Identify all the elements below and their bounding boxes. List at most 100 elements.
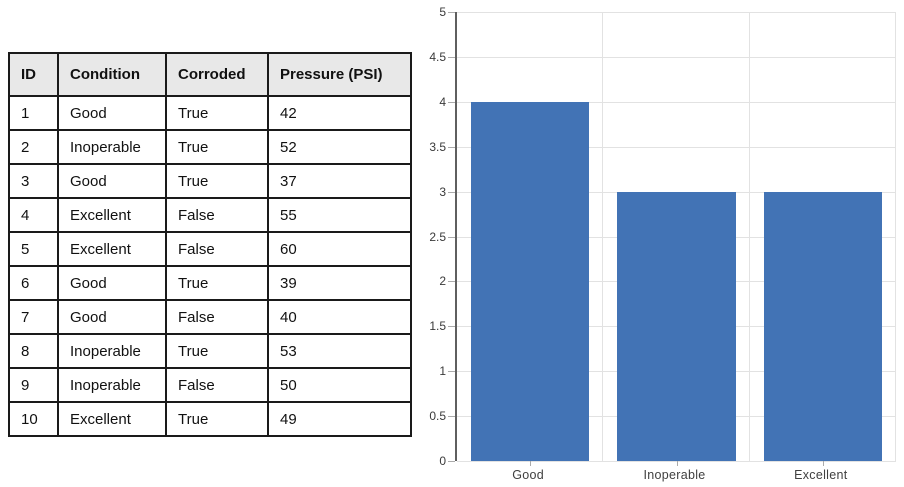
y-axis-tick-label: 3 [439,184,446,199]
table-cell: True [165,163,269,199]
y-axis-tick [448,326,455,328]
table-cell: 53 [267,333,412,369]
y-axis-tick-label: 4.5 [429,49,446,64]
bar-inoperable [617,191,736,461]
table-cell: Inoperable [57,129,167,165]
table-cell: 3 [8,163,59,199]
table-cell: Excellent [57,401,167,437]
h-gridline [457,101,896,103]
table-cell: 6 [8,265,59,301]
table-row: 9 Inoperable False 50 [8,367,412,403]
table-header-row: ID Condition Corroded Pressure (PSI) [8,52,412,97]
table-row: 1 Good True 42 [8,95,412,131]
table-cell: 39 [267,265,412,301]
column-header: Condition [57,52,167,97]
y-axis-tick [448,236,455,238]
y-axis-tick-label: 3.5 [429,139,446,154]
v-gridline [748,12,750,461]
table-cell: 2 [8,129,59,165]
table-cell: 1 [8,95,59,131]
x-axis-category-label: Excellent [794,468,848,482]
column-header: Pressure (PSI) [267,52,412,97]
v-gridline [895,12,896,461]
table-cell: 50 [267,367,412,403]
y-axis-tick-label: 1.5 [429,319,446,334]
table-row: 10 Excellent True 49 [8,401,412,437]
y-axis-tick [448,461,455,462]
x-axis-category-label: Good [512,468,545,482]
table-cell: False [165,231,269,267]
table-cell: 55 [267,197,412,233]
column-header: ID [8,52,59,97]
y-axis-tick [448,56,455,58]
h-gridline [457,56,896,58]
table-cell: 42 [267,95,412,131]
h-gridline [457,281,896,283]
h-gridline [457,461,896,462]
table-cell: 10 [8,401,59,437]
column-header: Corroded [165,52,269,97]
x-axis-tick [676,461,678,466]
y-axis-tick-label: 2.5 [429,229,446,244]
table-cell: 9 [8,367,59,403]
x-axis-tick [822,461,824,466]
table-cell: 4 [8,197,59,233]
y-axis-tick-label: 1 [439,364,446,379]
h-gridline [457,191,896,193]
y-axis-tick-label: 2 [439,274,446,289]
table-row: 2 Inoperable True 52 [8,129,412,165]
table-cell: 52 [267,129,412,165]
table-row: 3 Good True 37 [8,163,412,199]
h-gridline [457,236,896,238]
table-row: 4 Excellent False 55 [8,197,412,233]
table-cell: Good [57,299,167,335]
table-cell: 60 [267,231,412,267]
x-axis-tick [530,461,532,466]
y-axis-tick [448,191,455,193]
y-axis-tick [448,416,455,418]
y-axis-tick-label: 5 [439,5,446,19]
table-cell: False [165,367,269,403]
y-axis-tick [448,101,455,103]
y-axis-tick [448,281,455,283]
y-axis-tick-label: 4 [439,94,446,109]
y-axis-tick-label: 0.5 [429,409,446,424]
table-cell: 8 [8,333,59,369]
x-axis-category-label: Inoperable [643,468,706,482]
table-row: 7 Good False 40 [8,299,412,335]
chart-plot-area [448,12,896,466]
bar-excellent [763,191,883,461]
h-gridline [457,146,896,148]
table-cell: True [165,95,269,131]
table-cell: False [165,299,269,335]
table-cell: True [165,129,269,165]
table-row: 5 Excellent False 60 [8,231,412,267]
h-gridline [457,416,896,418]
h-gridline [457,371,896,373]
table-row: 6 Good True 39 [8,265,412,301]
table-row: 8 Inoperable True 53 [8,333,412,369]
table-cell: 7 [8,299,59,335]
table-cell: 5 [8,231,59,267]
table-cell: Good [57,265,167,301]
table-cell: 37 [267,163,412,199]
table-cell: 40 [267,299,412,335]
y-axis-tick-label: 0 [439,454,446,468]
y-axis-tick [448,146,455,148]
table-cell: Good [57,95,167,131]
y-axis-tick [448,371,455,373]
v-gridline [602,12,604,461]
h-gridline [457,12,896,13]
table-cell: Excellent [57,197,167,233]
table-cell: Inoperable [57,333,167,369]
table-cell: True [165,333,269,369]
pipe-data-table: ID Condition Corroded Pressure (PSI) 1 Good T… [8,52,412,437]
table-cell: Good [57,163,167,199]
bar-good [470,101,590,461]
table-cell: False [165,197,269,233]
table-cell: True [165,401,269,437]
table-cell: Inoperable [57,367,167,403]
table-body: 1 Good True 42 2 Inoperable True 52 3 Good True 37 4… [8,95,412,437]
table-cell: True [165,265,269,301]
